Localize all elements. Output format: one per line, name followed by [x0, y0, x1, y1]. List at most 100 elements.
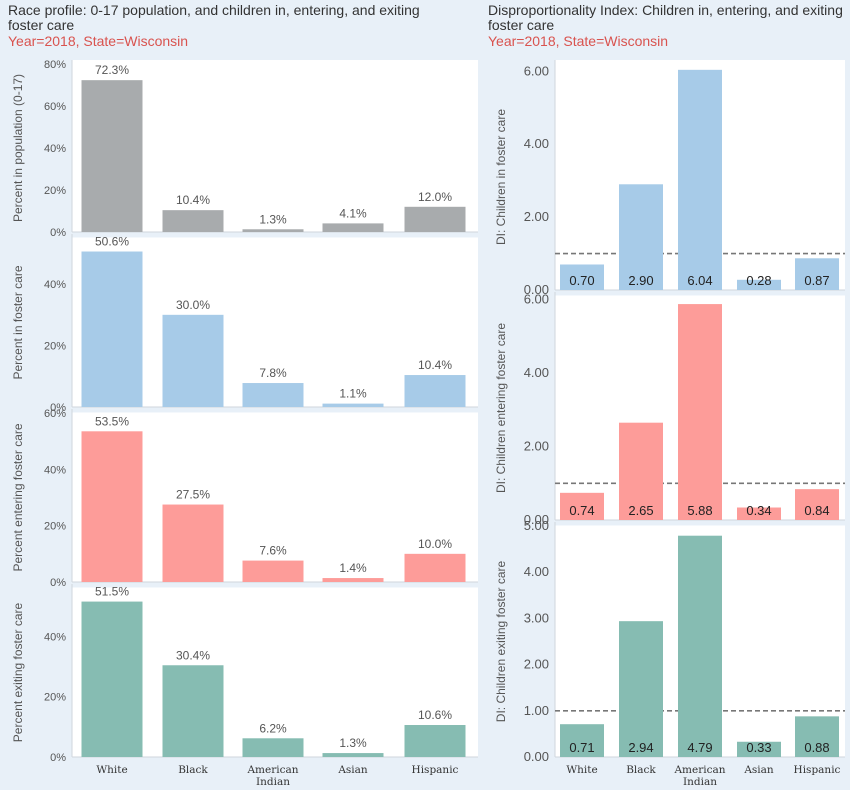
left-chart-0-ytick-label-0: 0% — [50, 227, 66, 239]
right-chart-0-bar-2 — [678, 69, 722, 290]
left-chart-3-xtick-label-2-0: American — [246, 764, 298, 776]
left-chart-0-bar-1 — [162, 210, 224, 232]
right-chart-2-xtick-label-1: Black — [626, 764, 656, 776]
right-chart-0-data-label-0: 0.70 — [569, 273, 594, 288]
left-chart-2-bar-2 — [242, 560, 304, 582]
right-chart-1-bar-4 — [795, 489, 839, 520]
left-chart-2-ytick-label-0: 0% — [50, 577, 66, 589]
left-chart-3-data-label-2: 6.2% — [259, 721, 287, 735]
right-chart-2-bar-0 — [560, 724, 604, 757]
right-chart-2-ytick-label-5: 5.00 — [524, 518, 549, 533]
left-panel-subtitle: Year=2018, State=Wisconsin — [8, 33, 189, 49]
right-chart-2-ylabel: DI: Children exiting foster care — [494, 560, 508, 722]
right-chart-2-xtick-label-0: White — [566, 764, 597, 776]
left-chart-2-bar-4 — [404, 553, 466, 582]
left-chart-0-ytick-label-4: 80% — [44, 59, 66, 71]
right-panel-title: Disproportionality Index: Children in, e… — [488, 2, 843, 33]
right-chart-1-bar-3 — [737, 507, 781, 520]
left-chart-2-ytick-label-1: 20% — [44, 521, 66, 533]
left-chart-2-ytick-label-3: 60% — [44, 408, 66, 420]
left-chart-0-bar-4 — [404, 206, 466, 232]
right-chart-2-xtick-label-4: Hispanic — [794, 764, 841, 776]
right-chart-2-bar-4 — [795, 716, 839, 757]
left-chart-0-bar-0 — [81, 80, 143, 232]
right-panel-subtitle: Year=2018, State=Wisconsin — [488, 33, 669, 49]
left-chart-3-bar-0 — [81, 601, 143, 757]
right-chart-1-ytick-label-3: 6.00 — [524, 292, 549, 307]
left-chart-2-bar-3 — [322, 578, 384, 582]
left-chart-2-data-label-1: 27.5% — [176, 488, 210, 502]
left-chart-0-ytick-label-2: 40% — [44, 143, 66, 155]
right-chart-0-ytick-label-0: 0.00 — [524, 282, 549, 297]
left-chart-3-bar-1 — [162, 665, 224, 757]
left-chart-3-xtick-label-3: Asian — [337, 764, 368, 776]
right-chart-2-ytick-label-2: 2.00 — [524, 657, 549, 672]
right-chart-2-data-label-1: 2.94 — [628, 740, 653, 755]
left-panel-title: Race profile: 0-17 population, and child… — [8, 2, 420, 33]
left-chart-1-bar-1 — [162, 314, 224, 407]
right-chart-0-ytick-label-1: 2.00 — [524, 209, 549, 224]
left-chart-0-data-label-4: 12.0% — [418, 190, 452, 204]
right-chart-2-bar-2 — [678, 535, 722, 757]
left-chart-3-data-label-3: 1.3% — [339, 736, 367, 750]
right-chart-2-bar-1 — [619, 621, 663, 757]
left-chart-2-ylabel: Percent entering foster care — [11, 423, 25, 571]
right-chart-1-data-label-3: 0.34 — [746, 503, 771, 518]
left-chart-3-ytick-label-1: 20% — [44, 692, 66, 704]
right-chart-1-bar-2 — [678, 304, 722, 520]
left-chart-2-data-label-0: 53.5% — [95, 414, 129, 428]
right-chart-0-data-label-2: 6.04 — [687, 273, 712, 288]
right-chart-1-data-label-0: 0.74 — [569, 503, 594, 518]
right-chart-0-bar-0 — [560, 264, 604, 290]
right-chart-2-ytick-label-3: 3.00 — [524, 610, 549, 625]
left-chart-2-bar-1 — [162, 504, 224, 582]
left-chart-0-ytick-label-1: 20% — [44, 185, 66, 197]
left-chart-1-ytick-label-1: 20% — [44, 341, 66, 353]
left-chart-3-xtick-label-2-1: Indian — [256, 776, 290, 788]
left-chart-3-bar-2 — [242, 738, 304, 757]
left-chart-3-ylabel: Percent exiting foster care — [11, 602, 25, 742]
right-chart-1-ytick-label-0: 0.00 — [524, 512, 549, 527]
right-chart-0-bar-1 — [619, 184, 663, 290]
left-chart-0-data-label-1: 10.4% — [176, 193, 210, 207]
right-chart-2-data-label-4: 0.88 — [804, 740, 829, 755]
right-chart-0-ytick-label-3: 6.00 — [524, 63, 549, 78]
left-chart-3-xtick-label-4: Hispanic — [412, 764, 459, 776]
left-chart-1-ylabel: Percent in foster care — [11, 265, 25, 379]
right-chart-2-bar-3 — [737, 741, 781, 757]
left-chart-3-bar-3 — [322, 753, 384, 757]
right-chart-1-ytick-label-1: 2.00 — [524, 439, 549, 454]
right-chart-0-bar-4 — [795, 258, 839, 290]
left-chart-2-data-label-2: 7.6% — [259, 544, 287, 558]
left-chart-1-ytick-label-0: 0% — [50, 402, 66, 414]
right-chart-0-data-label-4: 0.87 — [804, 273, 829, 288]
left-chart-1-data-label-3: 1.1% — [339, 387, 367, 401]
right-chart-0-data-label-3: 0.28 — [746, 273, 771, 288]
left-chart-0-data-label-0: 72.3% — [95, 63, 129, 77]
right-chart-1-bar-1 — [619, 422, 663, 520]
left-chart-0-ytick-label-3: 60% — [44, 101, 66, 113]
right-chart-2-xtick-label-2-0: American — [673, 764, 725, 776]
left-chart-2-bar-0 — [81, 431, 143, 582]
left-chart-2-ytick-label-2: 40% — [44, 464, 66, 476]
right-chart-1-data-label-2: 5.88 — [687, 503, 712, 518]
left-chart-1-bar-4 — [404, 375, 466, 407]
right-chart-2-data-label-2: 4.79 — [687, 740, 712, 755]
left-chart-2-data-label-4: 10.0% — [418, 537, 452, 551]
right-chart-0-ylabel: DI: Children in foster care — [494, 109, 508, 245]
left-chart-1-data-label-1: 30.0% — [176, 298, 210, 312]
right-chart-1-ytick-label-2: 4.00 — [524, 365, 549, 380]
right-chart-2-data-label-3: 0.33 — [746, 740, 771, 755]
left-chart-3-data-label-4: 10.6% — [418, 708, 452, 722]
right-chart-0-ytick-label-2: 4.00 — [524, 136, 549, 151]
left-chart-3-bar-4 — [404, 725, 466, 757]
right-chart-2-ytick-label-1: 1.00 — [524, 703, 549, 718]
right-chart-2-xtick-label-2-1: Indian — [683, 776, 717, 788]
right-chart-1-bar-0 — [560, 492, 604, 520]
left-chart-0-bar-2 — [242, 229, 304, 232]
right-chart-0-bar-3 — [737, 279, 781, 290]
right-chart-2-data-label-0: 0.71 — [569, 740, 594, 755]
left-chart-3-data-label-1: 30.4% — [176, 648, 210, 662]
left-chart-1-ytick-label-2: 40% — [44, 279, 66, 291]
